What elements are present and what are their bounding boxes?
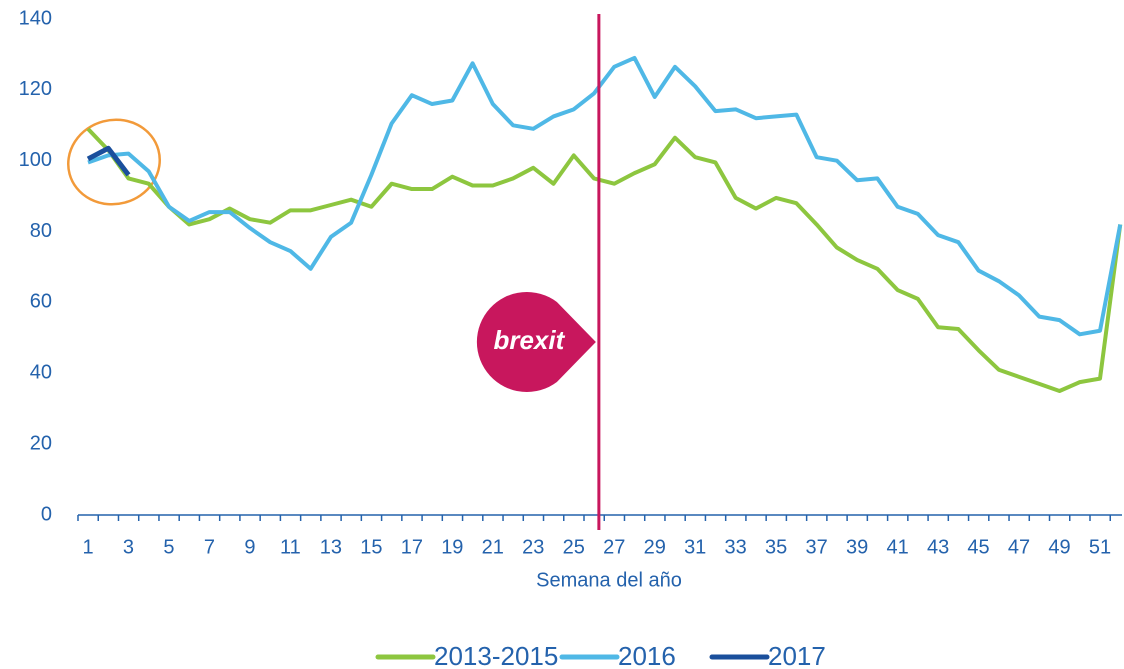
x-tick-label: 51 — [1089, 536, 1111, 558]
x-tick-label: 39 — [846, 536, 868, 558]
x-tick-label: 9 — [244, 536, 255, 558]
y-tick-label: 80 — [30, 220, 52, 242]
x-tick-label: 33 — [725, 536, 747, 558]
series-line — [86, 145, 131, 177]
x-tick-label: 25 — [563, 536, 585, 558]
x-tick-label: 45 — [967, 536, 989, 558]
x-tick-label: 27 — [603, 536, 625, 558]
y-tick-label: 120 — [19, 78, 52, 100]
y-tick-label: 20 — [30, 432, 52, 454]
x-tick-label: 37 — [806, 536, 828, 558]
annotation-bubble — [476, 292, 596, 392]
highlight-circle — [67, 118, 161, 206]
x-tick-label: 13 — [320, 536, 342, 558]
x-tick-label: 5 — [163, 536, 174, 558]
x-tick-label: 3 — [123, 536, 134, 558]
x-tick-label: 17 — [401, 536, 423, 558]
annotation-text: brexit — [493, 325, 565, 355]
x-tick-label: 41 — [886, 536, 908, 558]
x-tick-label: 7 — [204, 536, 215, 558]
x-tick-label: 19 — [441, 536, 463, 558]
series-line — [86, 127, 1123, 393]
x-axis-title: Semana del año — [536, 569, 682, 591]
y-tick-label: 0 — [41, 503, 52, 525]
x-tick-label: 23 — [522, 536, 544, 558]
x-tick-label: 15 — [360, 536, 382, 558]
x-tick-label: 21 — [482, 536, 504, 558]
series-line — [87, 55, 1123, 337]
x-tick-label: 47 — [1008, 536, 1030, 558]
legend-text: 2013-2015 — [434, 641, 558, 669]
x-tick-label: 43 — [927, 536, 949, 558]
x-tick-label: 1 — [82, 536, 93, 558]
legend-text: 2017 — [768, 641, 826, 669]
x-tick-label: 31 — [684, 536, 706, 558]
legend-text: 2016 — [618, 641, 676, 669]
y-tick-label: 140 — [19, 7, 52, 29]
x-tick-label: 49 — [1048, 536, 1070, 558]
x-tick-label: 35 — [765, 536, 787, 558]
y-tick-label: 60 — [30, 291, 52, 313]
y-tick-label: 40 — [30, 362, 52, 384]
x-tick-label: 11 — [280, 536, 301, 558]
x-tick-label: 29 — [644, 536, 666, 558]
y-tick-label: 100 — [19, 149, 52, 171]
